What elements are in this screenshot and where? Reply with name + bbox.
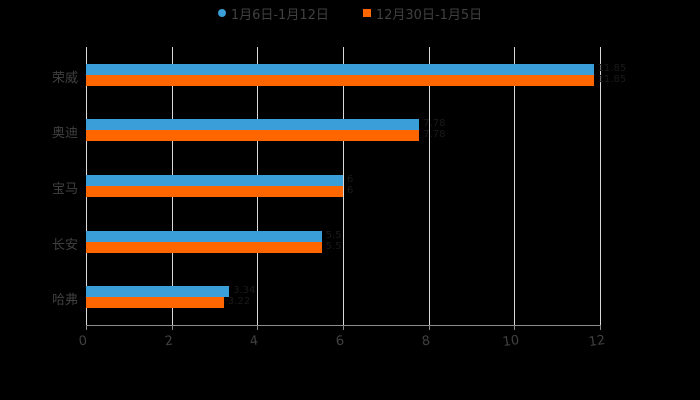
gridline — [428, 47, 430, 325]
bar-value-label: 6 — [347, 185, 354, 196]
bar-value-label: 11.85 — [597, 73, 627, 85]
bar-value-label: 3.34 — [233, 285, 256, 297]
bar-current-week[interactable] — [86, 175, 343, 186]
bar-previous-week[interactable] — [86, 241, 322, 253]
x-tick-label: 6 — [334, 333, 346, 350]
bar-previous-week[interactable] — [86, 74, 594, 86]
bar-value-label: 3.22 — [227, 296, 251, 308]
category-label: 宝马 — [51, 182, 78, 197]
category-label: 奥迪 — [51, 126, 78, 142]
tick-mark — [171, 325, 173, 330]
legend-marker-orange — [362, 9, 371, 17]
x-tick-label: 4 — [249, 333, 260, 350]
bar-current-week[interactable] — [86, 286, 230, 298]
legend-item-week-previous[interactable]: 12月30日-1月5日 — [362, 4, 483, 23]
bar-previous-week[interactable] — [86, 297, 224, 309]
bar-previous-week[interactable] — [86, 130, 420, 142]
tick-mark — [86, 325, 87, 330]
gridline — [343, 47, 344, 325]
legend-label: 1月6日-1月12日 — [230, 7, 329, 23]
bar-previous-week[interactable] — [86, 186, 343, 197]
category-label: 哈弗 — [51, 293, 78, 309]
legend-item-week-current[interactable]: 1月6日-1月12日 — [217, 4, 329, 23]
legend-label: 12月30日-1月5日 — [375, 7, 483, 23]
bar-current-week[interactable] — [86, 63, 594, 75]
bar-current-week[interactable] — [86, 119, 420, 131]
x-tick-label: 12 — [587, 332, 607, 351]
gridline — [600, 47, 601, 325]
legend-marker-blue — [217, 9, 226, 17]
category-label: 长安 — [51, 237, 78, 253]
x-axis-line — [86, 325, 600, 326]
gridline — [514, 47, 516, 325]
bar-value-label: 5.5 — [325, 240, 342, 252]
tick-mark — [428, 325, 430, 330]
bar-current-week[interactable] — [86, 230, 322, 242]
tick-mark — [257, 325, 259, 330]
bar-value-label: 7.78 — [423, 129, 446, 141]
bar-value-label: 6 — [347, 174, 354, 185]
x-tick-label: 10 — [502, 332, 521, 351]
bar-value-label: 5.5 — [325, 229, 342, 241]
category-label: 荣威 — [51, 70, 78, 86]
bar-value-label: 11.85 — [597, 62, 627, 74]
tick-mark — [600, 325, 601, 330]
tick-mark — [514, 325, 516, 330]
x-tick-label: 8 — [420, 333, 431, 350]
chart-legend: 1月6日-1月12日 12月30日-1月5日 — [0, 4, 700, 23]
x-tick-label: 0 — [77, 333, 89, 350]
tick-mark — [343, 325, 344, 330]
x-tick-label: 2 — [163, 333, 174, 350]
bar-value-label: 7.78 — [423, 118, 446, 130]
